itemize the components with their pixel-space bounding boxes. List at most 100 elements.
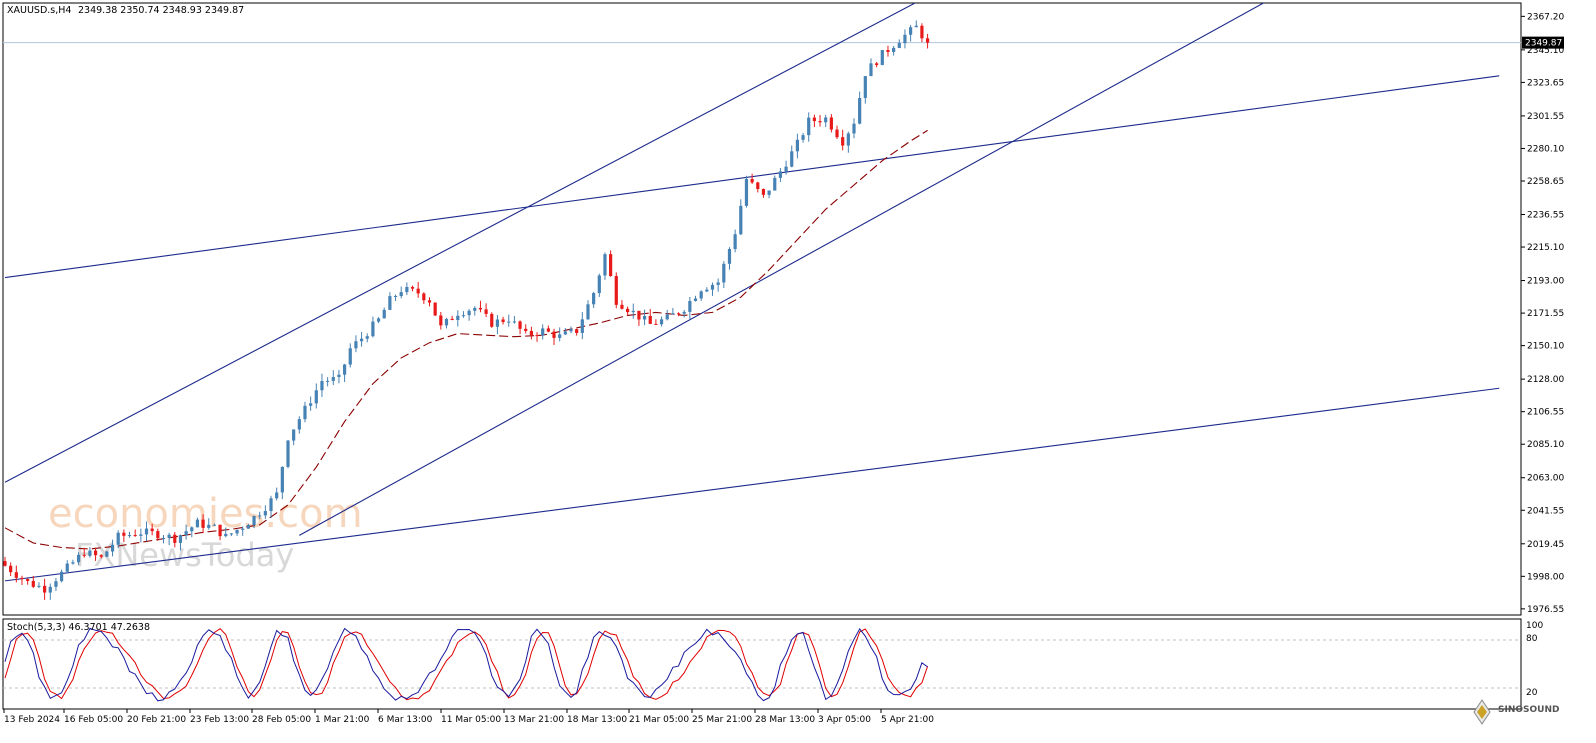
- candle: [348, 343, 352, 368]
- candle: [648, 309, 652, 325]
- price-axis[interactable]: 2367.20 2345.10 2323.65 2301.55 2280.10 2258.…: [1521, 12, 1564, 615]
- candle: [161, 534, 166, 544]
- candle: [331, 370, 335, 386]
- candle: [773, 175, 777, 191]
- candle: [201, 514, 205, 534]
- y-tick-label: 2150.10: [1527, 342, 1564, 352]
- candle: [733, 229, 737, 253]
- candle: [190, 526, 194, 538]
- candle: [286, 440, 290, 469]
- candle: [671, 307, 675, 315]
- candle: [637, 310, 641, 326]
- candle: [580, 311, 584, 340]
- candle: [122, 529, 126, 543]
- candle: [269, 495, 273, 519]
- candle: [65, 560, 69, 574]
- candle: [303, 401, 307, 423]
- main-panel: [2, 2, 1522, 616]
- candle: [93, 547, 98, 561]
- candle: [382, 307, 386, 319]
- candle: [167, 532, 171, 546]
- candle: [309, 396, 313, 411]
- y-tick-label: 2258.65: [1527, 177, 1564, 187]
- candle: [99, 554, 103, 559]
- candle: [829, 114, 833, 133]
- candle: [359, 332, 364, 347]
- candle: [852, 118, 856, 139]
- candle: [903, 29, 907, 49]
- candle: [665, 309, 669, 321]
- candle: [756, 181, 760, 193]
- x-tick-label: 28 Mar 13:00: [755, 715, 815, 725]
- y-tick-label: 2367.20: [1527, 12, 1564, 22]
- x-tick-label: 3 Apr 05:00: [818, 715, 871, 725]
- candle: [263, 505, 267, 519]
- y-tick-label: 2085.10: [1527, 440, 1564, 450]
- candle: [507, 314, 511, 327]
- stoch-level-100: 100: [1526, 621, 1543, 631]
- candle: [659, 316, 664, 327]
- candle: [863, 76, 867, 104]
- candles-layer: [3, 20, 930, 600]
- candle: [9, 562, 13, 577]
- candle: [388, 292, 392, 311]
- y-tick-label: 1976.55: [1527, 605, 1564, 615]
- candle: [682, 309, 686, 318]
- candle: [484, 303, 488, 318]
- candle: [37, 582, 41, 589]
- y-tick-label: 2171.55: [1527, 309, 1564, 319]
- candle: [433, 302, 437, 316]
- candle: [688, 296, 692, 320]
- candle: [218, 524, 222, 541]
- current-price-label: 2349.87: [1525, 39, 1562, 49]
- lower-channel-line[interactable]: [299, 0, 1329, 536]
- lower-support-line[interactable]: [4, 387, 1500, 582]
- candle: [495, 315, 500, 335]
- candle: [529, 326, 533, 340]
- y-tick-label: 2345.10: [1527, 46, 1564, 56]
- candle: [246, 523, 250, 529]
- x-tick-label: 21 Mar 05:00: [629, 715, 689, 725]
- moving-average-line: [4, 129, 928, 550]
- svg-text:SINOSOUND: SINOSOUND: [1498, 705, 1559, 715]
- candle: [444, 318, 449, 329]
- upper-channel-line[interactable]: [4, 0, 984, 483]
- candle: [76, 552, 81, 565]
- candle: [535, 332, 539, 342]
- candle: [178, 534, 183, 551]
- candle: [467, 309, 471, 321]
- stoch-panel: [2, 618, 1522, 710]
- candle: [54, 577, 58, 592]
- candle: [818, 115, 822, 127]
- candle: [156, 528, 160, 541]
- candle: [139, 528, 143, 543]
- candle: [422, 292, 426, 304]
- candle: [43, 578, 47, 600]
- candle: [614, 272, 618, 309]
- symbol-label: XAUUSD.s,H4: [7, 5, 71, 16]
- candle: [892, 46, 896, 56]
- candle: [314, 383, 318, 409]
- candle: [909, 24, 913, 42]
- candle: [546, 325, 550, 333]
- candle: [869, 58, 873, 77]
- x-tick-label: 11 Mar 05:00: [441, 715, 501, 725]
- candle: [807, 112, 811, 142]
- y-tick-label: 1998.00: [1527, 572, 1564, 582]
- candle: [26, 578, 30, 585]
- candle: [88, 547, 92, 558]
- time-axis[interactable]: 13 Feb 2024 16 Feb 05:00 20 Feb 21:00 23 Fe…: [3, 709, 934, 725]
- x-tick-label: 6 Mar 13:00: [378, 715, 433, 725]
- candle: [750, 173, 754, 184]
- y-tick-label: 2280.10: [1527, 144, 1564, 154]
- candle: [365, 333, 369, 343]
- stochastic-layer: [3, 627, 1521, 702]
- candle: [3, 556, 7, 567]
- candle: [524, 324, 528, 334]
- candle: [693, 295, 698, 302]
- candle: [575, 328, 579, 336]
- candle: [501, 316, 505, 325]
- candle: [393, 294, 398, 302]
- candle: [376, 317, 381, 324]
